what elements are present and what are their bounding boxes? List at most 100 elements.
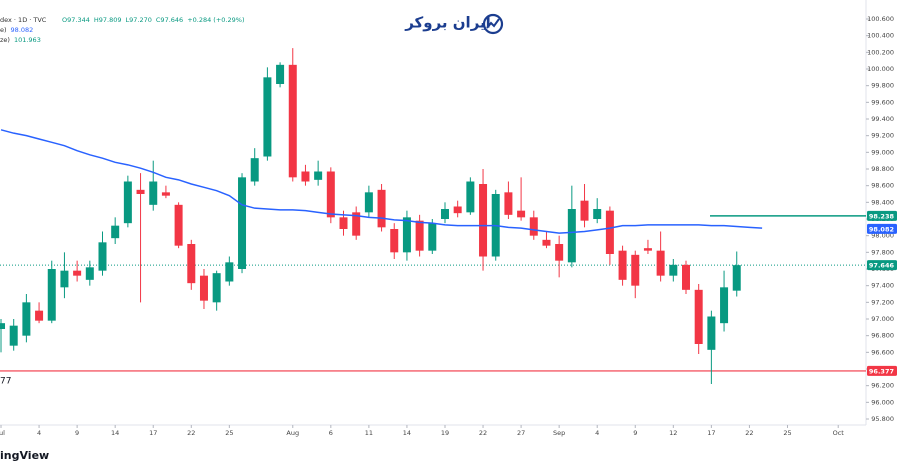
- candle-body: [618, 250, 627, 280]
- candle-body: [263, 77, 272, 157]
- candle-body: [402, 217, 411, 253]
- price-badge-label: 98.082: [869, 225, 894, 233]
- candle-body: [250, 158, 259, 182]
- y-tick-label: 96.000: [871, 398, 894, 406]
- y-tick-label: 100.000: [867, 65, 894, 73]
- candle-body: [377, 189, 386, 228]
- logo-text: ایران بروکر: [404, 14, 491, 32]
- logo: ایران بروکر: [404, 14, 504, 35]
- candle-body: [123, 181, 132, 224]
- price-badge: [867, 210, 897, 221]
- x-tick-label: 22: [187, 429, 195, 437]
- x-tick-label: Oct: [833, 429, 845, 437]
- x-tick-label: 4: [37, 429, 41, 437]
- candle-body: [339, 217, 348, 229]
- y-tick-label: 96.800: [871, 332, 894, 340]
- candle-body: [238, 177, 247, 269]
- y-tick-label: 99.200: [871, 132, 894, 140]
- candle-body: [605, 210, 614, 254]
- price-badge-label: 97.646: [869, 262, 895, 270]
- y-tick-label: 99.000: [871, 148, 894, 156]
- candle-body: [352, 212, 361, 236]
- candle-body: [199, 275, 208, 301]
- legend-symbol: dex · 1D · TVC: [0, 16, 47, 24]
- y-tick-label: 98.000: [871, 232, 894, 240]
- legend-indicator-value: 101.963: [14, 36, 41, 44]
- candle-body: [149, 181, 158, 205]
- candle-body: [694, 289, 703, 344]
- candle-body: [22, 302, 31, 336]
- logo-arrow: [486, 18, 500, 29]
- y-tick-label: 99.400: [871, 115, 894, 123]
- candle-body: [656, 250, 665, 276]
- candle-body: [47, 269, 56, 321]
- candle-body: [288, 64, 297, 178]
- candle-body: [60, 270, 69, 288]
- candle-body: [276, 64, 285, 84]
- candle-body: [85, 267, 94, 280]
- y-tick-label: 100.400: [867, 32, 894, 40]
- y-tick-label: 98.800: [871, 165, 894, 173]
- candle-body: [0, 323, 6, 329]
- candle-body: [453, 206, 462, 214]
- price-badge-label: 98.238: [869, 212, 895, 220]
- candle-body: [428, 223, 437, 251]
- candle-body: [682, 264, 691, 290]
- x-tick-label: 17: [707, 429, 715, 437]
- candle-body: [593, 209, 602, 219]
- candle-body: [580, 200, 589, 221]
- candle-body: [136, 189, 145, 194]
- legend-ohlc: H97.809: [94, 16, 122, 24]
- y-tick-label: 99.600: [871, 98, 894, 106]
- candle-body: [732, 265, 741, 291]
- candle-body: [643, 248, 652, 251]
- x-tick-label: 22: [479, 429, 487, 437]
- plot: [0, 48, 866, 384]
- axes: 95.80096.00096.20096.40096.60096.80097.0…: [0, 15, 897, 437]
- legend-ohlc: +0.284 (+0.29%): [187, 16, 244, 24]
- legend-ohlc: C97.646: [156, 16, 183, 24]
- y-tick-label: 98.600: [871, 182, 894, 190]
- price-badge: [867, 365, 897, 376]
- y-tick-label: 100.200: [867, 48, 894, 56]
- footer-brand: ingView: [0, 449, 49, 462]
- x-tick-label: Aug: [286, 429, 299, 437]
- x-tick-label: 25: [225, 429, 233, 437]
- price-badge: [867, 260, 897, 271]
- legend-ohlc: L97.270: [126, 16, 152, 24]
- y-tick-label: 99.800: [871, 82, 894, 90]
- x-tick-label: 14: [403, 429, 411, 437]
- y-tick-label: 96.200: [871, 382, 894, 390]
- candle-body: [415, 220, 424, 251]
- y-tick-label: 97.800: [871, 248, 894, 256]
- candle-body: [504, 192, 513, 215]
- candle-body: [631, 254, 640, 286]
- legend-ohlc: O97.344: [62, 16, 90, 24]
- candle-body: [98, 242, 107, 271]
- cut-price-label: 77: [0, 377, 11, 387]
- candle-body: [301, 171, 310, 182]
- candle-body: [529, 217, 538, 236]
- candle-body: [567, 209, 576, 263]
- candle-body: [73, 270, 82, 276]
- candle-body: [707, 316, 716, 350]
- candle-body: [314, 171, 323, 180]
- x-tick-label: 9: [75, 429, 79, 437]
- x-tick-label: 25: [783, 429, 791, 437]
- candle-body: [517, 210, 526, 218]
- candle-body: [479, 184, 488, 257]
- moving-average-line: [0, 129, 763, 234]
- y-tick-label: 100.600: [867, 15, 894, 23]
- legend-indicator-value: 98.082: [11, 26, 34, 34]
- y-tick-label: 97.000: [871, 315, 894, 323]
- x-tick-label: 19: [441, 429, 449, 437]
- candle-body: [364, 192, 373, 213]
- candle-body: [187, 244, 196, 284]
- candle-body: [669, 264, 678, 276]
- x-tick-label: 9: [633, 429, 637, 437]
- y-tick-label: 97.400: [871, 282, 894, 290]
- price-badge: [867, 223, 897, 234]
- candle-body: [9, 325, 18, 346]
